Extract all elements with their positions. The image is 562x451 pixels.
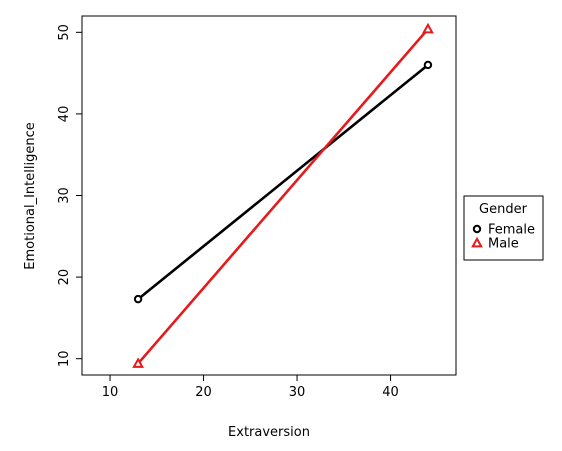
x-tick-label: 20 xyxy=(195,385,212,400)
data-point-male xyxy=(132,357,144,368)
data-point-female xyxy=(423,60,433,70)
legend-marker-male xyxy=(471,236,483,248)
y-axis: 10 20 30 40 50 xyxy=(57,24,82,367)
plot-frame xyxy=(81,15,457,376)
series-layer xyxy=(132,22,434,368)
data-point-female xyxy=(133,294,143,304)
series-line-male xyxy=(137,28,429,365)
series-line-female xyxy=(137,63,429,301)
x-tick-label: 10 xyxy=(102,385,119,400)
y-tick-label: 20 xyxy=(57,269,72,286)
x-tick-label: 40 xyxy=(382,385,399,400)
legend-label-male: Male xyxy=(488,237,519,252)
y-tick-label: 50 xyxy=(57,24,72,41)
x-axis: 10 20 30 40 xyxy=(102,375,399,400)
legend-label-female: Female xyxy=(488,223,535,238)
legend-marker-female xyxy=(472,224,482,234)
legend-title: Gender xyxy=(479,202,528,217)
y-tick-label: 10 xyxy=(57,350,72,367)
x-axis-label: Extraversion xyxy=(228,425,310,440)
x-tick-label: 30 xyxy=(289,385,306,400)
y-axis-label: Emotional_Intelligence xyxy=(23,122,38,269)
y-tick-label: 40 xyxy=(57,106,72,123)
data-point-male xyxy=(422,22,434,34)
y-tick-label: 30 xyxy=(57,187,72,204)
